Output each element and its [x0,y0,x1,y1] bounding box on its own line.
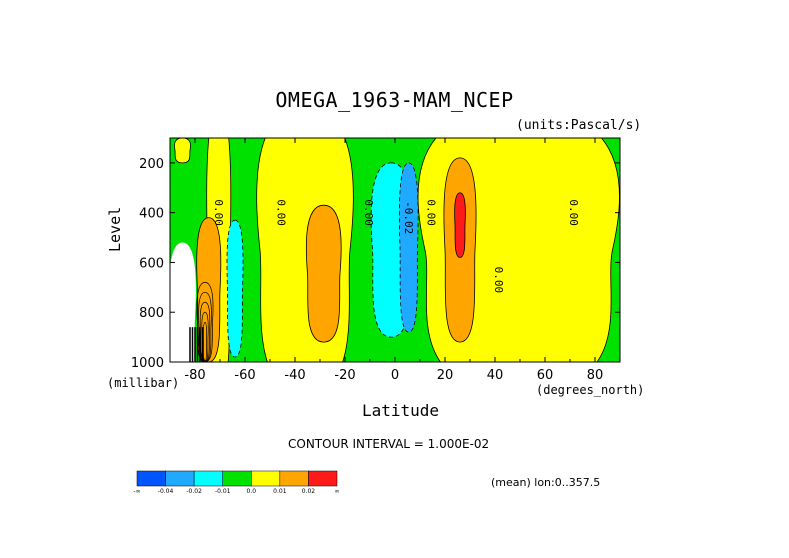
colorbar-label: ∞ [335,488,340,495]
colorbar-label: -0.02 [186,488,202,495]
contour-label: 0.00 [212,199,225,226]
contour-field [170,138,620,362]
colorbar-swatch [308,470,338,487]
y-tick-label: 400 [139,207,164,222]
contour-label: -0.02 [402,201,415,234]
y-tick-label: 600 [139,256,164,271]
colorbar: -∞ -0.04 -0.02 -0.01 0.0 0.01 0.02 ∞ [133,470,340,495]
contour-label: 0.00 [425,199,438,226]
chart-overlay: 0.00 0.00 0.00 -0.02 0.00 0.00 0.00 -80 -60 -40 -2… [131,137,621,383]
field-region-5 [398,162,419,333]
red-cell-contour [198,291,212,362]
y-tick-label: 800 [139,306,164,321]
y-axis-unit: (millibar) [107,376,180,390]
units-label: (units:Pascal/s) [516,118,642,133]
red-cell-contour [196,282,214,362]
contour-interval-text: CONTOUR INTERVAL = 1.000E-02 [288,437,490,451]
red-cell-contour [199,301,211,362]
contour-label: 0.00 [275,199,288,226]
x-tick-label: -20 [334,368,355,383]
red-cell-contour [203,321,207,362]
contour-label: 0.00 [362,199,375,226]
colorbar-swatch [136,470,166,487]
colorbar-swatch [193,470,223,487]
x-tick-label: 0 [391,368,399,383]
mean-info-text: (mean) lon:0..357.5 [491,476,601,489]
colorbar-swatch [279,470,309,487]
x-tick-label: 80 [587,368,604,383]
contour-label: 0.00 [492,267,505,294]
colorbar-label: -0.01 [215,488,231,495]
colorbar-swatch [165,470,195,487]
colorbar-label: 0.02 [302,488,316,495]
x-tick-label: -40 [284,368,305,383]
field-region-0 [174,138,191,164]
red-cell-contour [201,311,209,362]
x-axis-label: Latitude [362,401,440,420]
x-tick-label: 60 [537,368,554,383]
x-tick-label: -60 [234,368,255,383]
chart-title: OMEGA_1963-MAM_NCEP [275,88,514,112]
colorbar-swatch [222,470,252,487]
field-region-11 [196,217,222,362]
colorbar-label: 0.0 [247,488,257,495]
field-region-8 [454,192,466,258]
x-tick-label: 20 [437,368,454,383]
y-tick-label: 200 [139,157,164,172]
colorbar-label: -0.04 [158,488,174,495]
contour-label: 0.00 [567,199,580,226]
field-region-3 [305,204,342,343]
x-tick-label: 40 [487,368,504,383]
x-tick-label: -80 [184,368,205,383]
y-tick-label: 1000 [131,356,164,371]
colorbar-label: -∞ [133,488,140,495]
x-axis-unit: (degrees_north) [536,383,645,397]
colorbar-swatch [251,470,281,487]
colorbar-label: 0.01 [273,488,287,495]
field-region-9 [226,219,244,358]
